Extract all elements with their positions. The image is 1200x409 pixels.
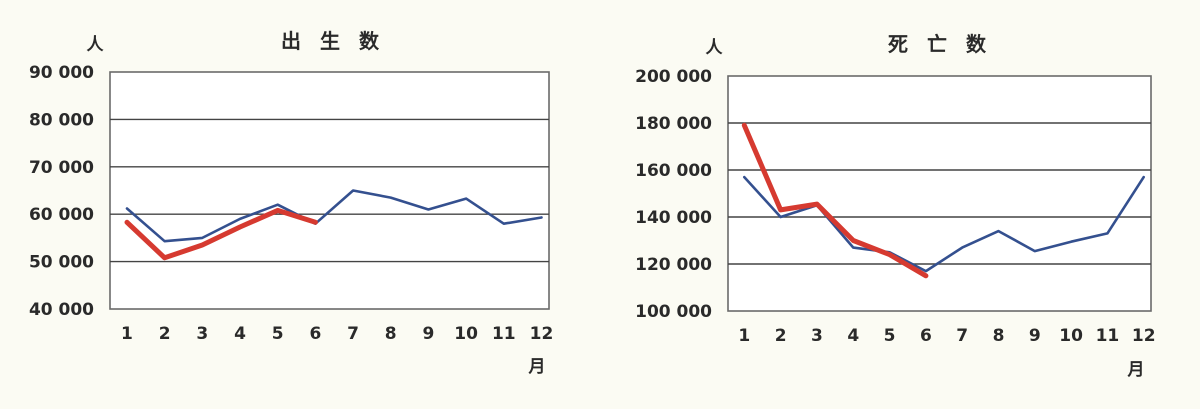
births-x-tick-label: 8 (385, 324, 397, 344)
deaths-y-tick-label: 200 000 (635, 67, 712, 87)
births-y-tick-label: 60 000 (29, 205, 94, 225)
deaths-x-tick-label: 2 (775, 326, 787, 346)
deaths-x-tick-label: 5 (884, 326, 896, 346)
births-x-tick-label: 11 (492, 324, 516, 344)
deaths-x-tick-label: 1 (738, 326, 750, 346)
deaths-x-tick-label: 9 (1029, 326, 1041, 346)
deaths-x-tick-label: 12 (1132, 326, 1156, 346)
births-x-unit: 月 (528, 357, 546, 377)
deaths-x-tick-label: 7 (956, 326, 968, 346)
deaths-x-tick-label: 10 (1059, 326, 1083, 346)
deaths-y-tick-label: 120 000 (635, 255, 712, 275)
births-x-tick-label: 1 (121, 324, 133, 344)
deaths-y-tick-label: 100 000 (635, 302, 712, 322)
births-x-tick-label: 3 (196, 324, 208, 344)
deaths-plot-frame (727, 75, 1152, 312)
births-chart-title: 出 生 数 (281, 29, 385, 53)
deaths-x-tick-label: 8 (993, 326, 1005, 346)
births-y-tick-label: 50 000 (29, 253, 94, 273)
births-x-tick-label: 6 (309, 324, 321, 344)
deaths-x-tick-label: 4 (847, 326, 859, 346)
births-x-tick-label: 10 (454, 324, 478, 344)
births-x-tick-label: 4 (234, 324, 246, 344)
deaths-x-tick-label: 11 (1096, 326, 1120, 346)
births-x-tick-label: 9 (422, 324, 434, 344)
births-x-tick-label: 7 (347, 324, 359, 344)
births-series-line-2 (124, 207, 318, 261)
births-x-tick-label: 5 (272, 324, 284, 344)
deaths-y-tick-label: 160 000 (635, 161, 712, 181)
deaths-x-tick-label: 3 (811, 326, 823, 346)
deaths-series-line-2 (741, 122, 929, 279)
births-y-tick-label: 80 000 (29, 110, 94, 130)
deaths-y-unit: 人 (706, 38, 724, 58)
births-x-tick-label: 12 (530, 324, 554, 344)
births-y-tick-label: 40 000 (29, 300, 94, 320)
births-y-tick-label: 70 000 (29, 158, 94, 178)
births-x-tick-label: 2 (159, 324, 171, 344)
deaths-x-tick-label: 6 (920, 326, 932, 346)
births-plot-frame (109, 71, 550, 310)
deaths-y-tick-label: 140 000 (635, 208, 712, 228)
births-y-unit: 人 (87, 35, 105, 55)
deaths-chart: 100 000 120 000 140 000 160 000 180 000 200 0… (635, 32, 1155, 380)
deaths-chart-title: 死 亡 数 (888, 32, 992, 56)
deaths-y-tick-label: 180 000 (635, 114, 712, 134)
births-y-tick-label: 90 000 (29, 63, 94, 83)
deaths-x-unit: 月 (1127, 360, 1145, 380)
births-series-line-1 (125, 189, 543, 243)
